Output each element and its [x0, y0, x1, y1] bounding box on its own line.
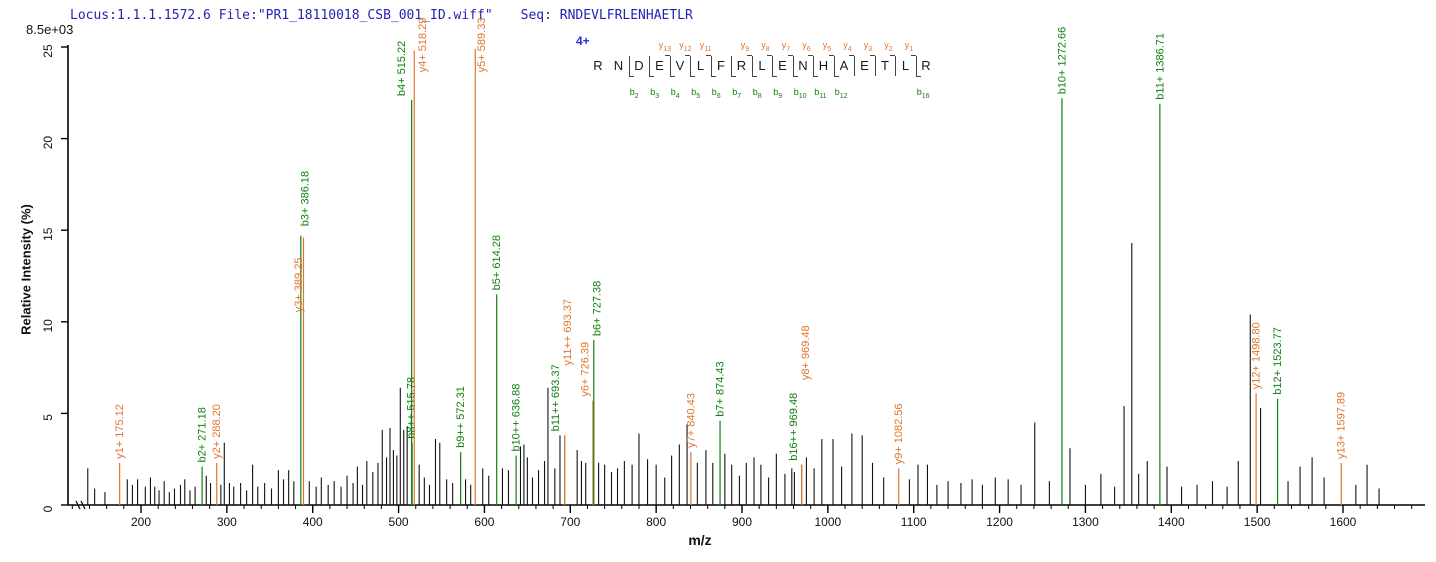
- peak-label: b10+ 1272.66: [1056, 27, 1068, 95]
- axis-break-mark: [80, 500, 86, 510]
- x-tick-label: 1300: [1072, 515, 1099, 529]
- x-tick-label: 400: [303, 515, 323, 529]
- peak-label: b16++ 969.48: [788, 393, 800, 461]
- peak-label: y12+ 1498.80: [1251, 322, 1263, 389]
- locus-file-text: Locus:1.1.1.1572.6 File:"PR1_18110018_CS…: [70, 8, 493, 23]
- annotated-peaks: y1+ 175.12 b2+ 271.18 y2+ 288.20 b3+ 386.18…: [114, 18, 1348, 505]
- peak-label: y9+ 1082.56: [893, 403, 905, 464]
- peak-label: y7+ 840.43: [685, 393, 697, 448]
- peak-label: b9++ 572.31: [455, 386, 467, 448]
- y-tick-label: 15: [41, 227, 55, 241]
- peak-label: b12+ 1523.77: [1272, 327, 1284, 395]
- x-tick-label: 1400: [1158, 515, 1185, 529]
- precursor-charge-label: 4+: [576, 34, 590, 48]
- peak-label: y1+ 175.12: [114, 404, 126, 459]
- peak-label: y8+ 969.48: [800, 325, 812, 380]
- x-tick-label: 300: [217, 515, 237, 529]
- x-tick-label: 900: [732, 515, 752, 529]
- y-tick-label: 25: [41, 44, 55, 58]
- x-tick-label: 200: [131, 515, 151, 529]
- x-tick-label: 700: [560, 515, 580, 529]
- peak-label: y6+ 726.39: [579, 342, 591, 397]
- x-tick-label: 1600: [1330, 515, 1357, 529]
- intensity-scale-note: 8.5e+03: [26, 22, 74, 37]
- peak-label: b2+ 271.18: [197, 407, 209, 462]
- y-tick-label: 5: [41, 414, 55, 421]
- peak-label: y2+ 288.20: [211, 404, 223, 459]
- peak-label: y3+ 389.25: [293, 258, 305, 313]
- y-tick-label: 0: [41, 505, 55, 512]
- x-axis-title: m/z: [688, 532, 712, 548]
- seq-value: RNDEVLFRLENHAETLR: [559, 8, 693, 23]
- peak-label: b5+ 614.28: [491, 235, 503, 290]
- peak-label: b7+ 874.43: [715, 361, 727, 416]
- axis-break-mark: [75, 500, 81, 510]
- peak-label: b4+ 515.22: [396, 41, 408, 96]
- background-peaks: [87, 243, 1380, 505]
- seq-label: Seq:: [520, 8, 552, 23]
- peak-label: y5+ 589.33: [476, 18, 488, 73]
- y-tick-label: 10: [41, 319, 55, 333]
- x-tick-label: 1500: [1244, 515, 1271, 529]
- header-line: Locus:1.1.1.1572.6 File:"PR1_18110018_CS…: [70, 8, 693, 23]
- x-tick-label: 1200: [986, 515, 1013, 529]
- peak-label: b3+ 386.18: [299, 171, 311, 226]
- peak-label: y11++ 693.37: [562, 299, 574, 365]
- x-tick-label: 1000: [815, 515, 842, 529]
- x-tick-label: 500: [389, 515, 409, 529]
- peak-label: b11++ 693.37: [550, 364, 562, 431]
- y-axis-ticks: 0 5 10 15 20 25: [41, 44, 68, 512]
- y-tick-label: 20: [41, 136, 55, 150]
- peak-label: y13+ 1597.89: [1336, 392, 1348, 459]
- peak-label: b8++ 515.78: [406, 377, 418, 439]
- x-tick-label: 800: [646, 515, 666, 529]
- x-axis-ticks: 200 300 400 500 600 700 800 900 1000 1100 1200 1300…: [71, 505, 1413, 529]
- peak-label: y4+ 518.29: [417, 18, 429, 73]
- x-tick-label: 1100: [901, 515, 927, 529]
- peak-label: b6+ 727.38: [591, 281, 603, 336]
- peak-label: b11+ 1386.71: [1154, 33, 1166, 100]
- peak-label: b10++ 636.88: [511, 384, 523, 452]
- x-tick-label: 600: [474, 515, 494, 529]
